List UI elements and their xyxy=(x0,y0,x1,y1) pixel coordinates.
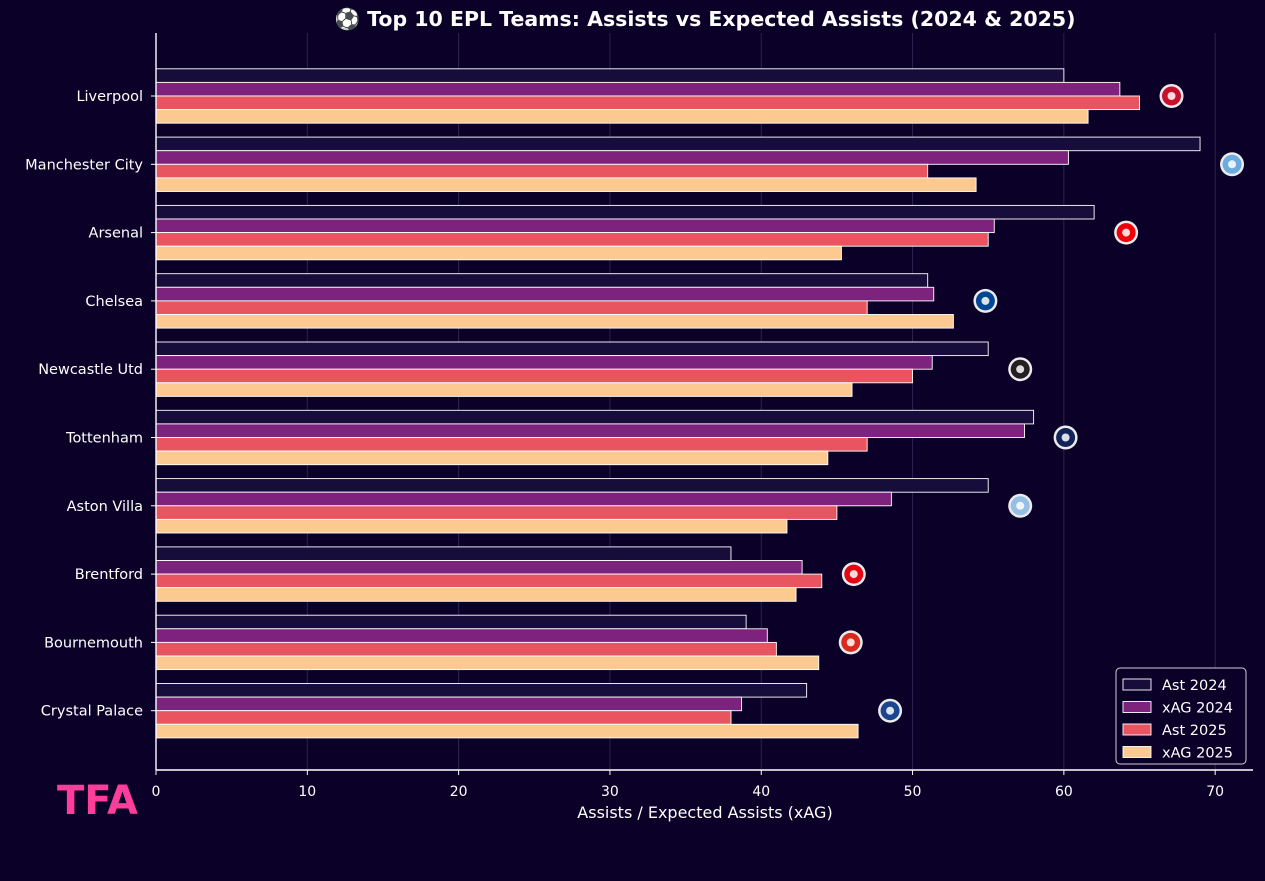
x-tick-label-0: 0 xyxy=(152,784,161,800)
legend-swatch-ast-2024 xyxy=(1122,678,1152,691)
x-tick-label-10: 10 xyxy=(298,784,316,800)
legend-label-xag-2024: xAG 2024 xyxy=(1162,701,1233,717)
bar-liverpool-ast-2024 xyxy=(155,68,1065,83)
bar-newcastle-utd-ast-2025 xyxy=(155,368,914,384)
bar-crystal-palace-ast-2024 xyxy=(155,683,808,698)
bar-arsenal-xag-2025 xyxy=(155,245,842,261)
bar-liverpool-ast-2025 xyxy=(155,95,1140,111)
y-tick-label-bournemouth: Bournemouth xyxy=(44,635,143,651)
bar-manchester-city-xag-2024 xyxy=(155,150,1069,165)
bar-manchester-city-xag-2025 xyxy=(155,177,977,192)
legend-label-ast-2025: Ast 2025 xyxy=(1162,723,1227,739)
x-axis-label: Assists / Expected Assists (xAG) xyxy=(577,803,832,822)
legend: Ast 2024 xAG 2024 Ast 2025 xAG 2025 xyxy=(1115,667,1247,765)
chart-title: ⚽ Top 10 EPL Teams: Assists vs Expected … xyxy=(333,7,1075,31)
brentford-crest-icon xyxy=(841,562,866,587)
team-badges xyxy=(838,84,1245,723)
bar-arsenal-xag-2024 xyxy=(155,218,995,234)
bar-bournemouth-xag-2025 xyxy=(155,655,820,671)
bar-aston-villa-xag-2025 xyxy=(155,518,788,534)
bar-group xyxy=(155,68,1201,739)
bar-brentford-xag-2024 xyxy=(155,560,803,575)
bar-liverpool-xag-2024 xyxy=(155,81,1121,97)
y-tick-label-arsenal: Arsenal xyxy=(89,226,143,242)
y-tick-label-tottenham: Tottenham xyxy=(65,431,143,447)
y-tick-label-crystal-palace: Crystal Palace xyxy=(41,704,143,720)
bar-chelsea-xag-2024 xyxy=(155,286,935,302)
bar-crystal-palace-xag-2024 xyxy=(155,696,743,712)
liverpool-crest-icon xyxy=(1159,84,1184,108)
legend-swatch-ast-2025 xyxy=(1122,723,1152,736)
bar-chelsea-ast-2024 xyxy=(155,273,929,288)
x-tick-labels: 0 10 20 30 40 50 60 70 xyxy=(152,770,1224,800)
bar-newcastle-utd-ast-2024 xyxy=(155,341,989,357)
bar-manchester-city-ast-2024 xyxy=(155,136,1201,152)
y-tick-label-newcastle-utd: Newcastle Utd xyxy=(38,362,143,378)
legend-label-xag-2025: xAG 2025 xyxy=(1162,746,1233,762)
axes xyxy=(155,33,1253,771)
chelsea-crest-icon xyxy=(973,288,998,313)
arsenal-crest-icon xyxy=(1114,220,1139,245)
bar-chelsea-xag-2025 xyxy=(155,314,954,329)
bar-aston-villa-ast-2024 xyxy=(155,478,989,493)
bar-tottenham-xag-2024 xyxy=(155,423,1025,438)
bar-manchester-city-ast-2025 xyxy=(155,163,929,179)
bar-tottenham-ast-2024 xyxy=(155,409,1035,425)
newcastle-crest-icon xyxy=(1008,357,1033,382)
legend-box xyxy=(1115,667,1247,765)
aston-villa-crest-icon xyxy=(1008,493,1033,518)
bar-bournemouth-ast-2024 xyxy=(155,614,747,630)
bar-aston-villa-ast-2025 xyxy=(155,505,838,520)
y-tick-label-brentford: Brentford xyxy=(75,567,143,583)
crystal-palace-crest-icon xyxy=(878,698,903,723)
bar-tottenham-ast-2025 xyxy=(155,437,868,452)
x-tick-label-70: 70 xyxy=(1206,784,1224,800)
bar-crystal-palace-ast-2025 xyxy=(155,710,732,725)
bar-arsenal-ast-2025 xyxy=(155,232,989,247)
tottenham-crest-icon xyxy=(1053,425,1078,450)
legend-swatch-xag-2025 xyxy=(1122,746,1152,758)
bar-arsenal-ast-2024 xyxy=(155,204,1095,220)
bar-brentford-xag-2025 xyxy=(155,587,797,602)
x-tick-label-50: 50 xyxy=(904,784,922,800)
y-tick-labels: Liverpool Manchester City Arsenal Chelsea Ne… xyxy=(25,89,156,720)
y-tick-label-liverpool: Liverpool xyxy=(76,89,143,105)
bar-chelsea-ast-2025 xyxy=(155,300,868,315)
bar-newcastle-utd-xag-2024 xyxy=(155,355,933,370)
tfa-logo: TFA xyxy=(57,778,138,824)
bar-brentford-ast-2024 xyxy=(155,546,732,561)
man-city-crest-icon xyxy=(1220,152,1245,177)
bar-newcastle-utd-xag-2025 xyxy=(155,382,853,397)
bar-tottenham-xag-2025 xyxy=(155,450,829,466)
bar-bournemouth-ast-2025 xyxy=(155,641,777,657)
bar-aston-villa-xag-2024 xyxy=(155,491,892,507)
y-tick-label-chelsea: Chelsea xyxy=(85,294,143,310)
y-tick-label-manchester-city: Manchester City xyxy=(25,157,143,173)
bournemouth-crest-icon xyxy=(838,630,863,655)
x-tick-label-20: 20 xyxy=(450,784,468,800)
bar-brentford-ast-2025 xyxy=(155,573,823,589)
bar-bournemouth-xag-2024 xyxy=(155,628,768,643)
legend-swatch-xag-2024 xyxy=(1122,701,1152,713)
x-tick-label-60: 60 xyxy=(1055,784,1073,800)
bar-crystal-palace-xag-2025 xyxy=(155,723,859,739)
y-tick-label-aston-villa: Aston Villa xyxy=(67,499,143,515)
x-tick-label-40: 40 xyxy=(752,784,770,800)
bar-liverpool-xag-2025 xyxy=(155,109,1089,124)
x-tick-label-30: 30 xyxy=(601,784,619,800)
legend-label-ast-2024: Ast 2024 xyxy=(1162,678,1227,694)
